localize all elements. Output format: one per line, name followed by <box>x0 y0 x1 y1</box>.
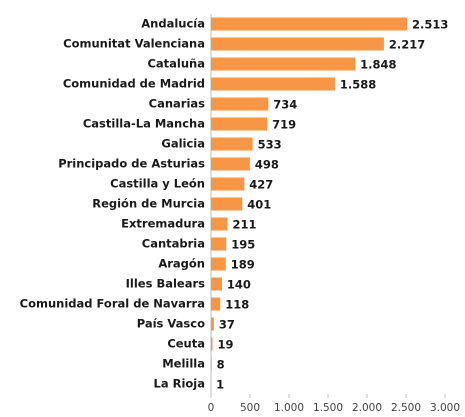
data-label: 1.848 <box>360 58 396 72</box>
data-label: 498 <box>255 158 279 172</box>
bar <box>211 317 214 331</box>
bar <box>211 37 384 51</box>
y-tick-label: La Rioja <box>154 377 206 391</box>
y-tick-label: Comunidad Foral de Navarra <box>20 297 205 311</box>
bar <box>211 257 226 271</box>
y-tick-label: Castilla y León <box>110 177 205 191</box>
x-tick-label: 3.000 <box>430 402 460 414</box>
x-tick-label: 0 <box>208 402 215 414</box>
x-tick-label: 1.500 <box>313 402 343 414</box>
data-label: 719 <box>272 118 296 132</box>
data-label: 118 <box>225 298 249 312</box>
x-tick-label: 2.500 <box>391 402 421 414</box>
data-label: 533 <box>258 138 282 152</box>
x-tick-label: 1.000 <box>274 402 304 414</box>
bar <box>211 57 356 71</box>
bar <box>211 337 213 351</box>
data-label: 8 <box>217 358 225 372</box>
data-label: 140 <box>227 278 251 292</box>
data-label: 427 <box>249 178 273 192</box>
y-tick-label: Andalucía <box>141 17 205 31</box>
y-tick-label: Cantabria <box>142 237 205 251</box>
bar <box>211 137 253 151</box>
data-label: 1.588 <box>340 78 376 92</box>
y-tick-label: Principado de Asturias <box>58 157 205 171</box>
y-tick-label: Melilla <box>162 357 205 371</box>
y-tick-label: Comunidad de Madrid <box>63 77 205 91</box>
y-tick-label: Comunitat Valenciana <box>63 37 205 51</box>
bar <box>211 197 243 211</box>
data-label: 189 <box>231 258 255 272</box>
bar <box>211 177 245 191</box>
data-label: 734 <box>273 98 297 112</box>
bar <box>211 97 269 111</box>
bar <box>211 217 228 231</box>
y-tick-label: País Vasco <box>137 317 205 331</box>
bar <box>211 77 335 91</box>
bar <box>211 17 408 31</box>
bar <box>211 117 268 131</box>
bar <box>211 277 222 291</box>
data-label: 1 <box>216 378 224 392</box>
data-label: 2.217 <box>389 38 425 52</box>
data-label: 195 <box>231 238 255 252</box>
data-label: 19 <box>217 338 233 352</box>
data-label: 401 <box>247 198 271 212</box>
x-tick-label: 500 <box>240 402 260 414</box>
bar <box>211 357 212 371</box>
y-tick-label: Región de Murcia <box>92 197 205 211</box>
y-tick-label: Illes Balears <box>126 277 206 291</box>
y-tick-label: Canarias <box>149 97 206 111</box>
bar <box>211 297 221 311</box>
data-label: 37 <box>219 318 235 332</box>
bar <box>211 157 250 171</box>
data-label: 2.513 <box>412 18 448 32</box>
x-tick-label: 2.000 <box>352 402 382 414</box>
y-tick-label: Cataluña <box>147 57 205 71</box>
y-tick-label: Aragón <box>158 257 205 271</box>
y-tick-label: Ceuta <box>167 337 205 351</box>
y-tick-label: Galicia <box>161 137 205 151</box>
y-tick-label: Castilla-La Mancha <box>83 117 205 131</box>
y-tick-label: Extremadura <box>121 217 205 231</box>
bar <box>211 237 227 251</box>
data-label: 211 <box>232 218 256 232</box>
